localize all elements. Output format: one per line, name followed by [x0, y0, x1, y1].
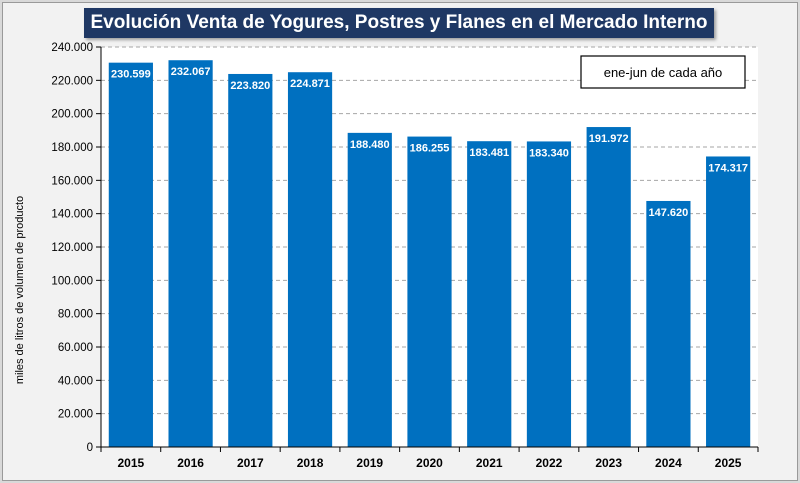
bar-value-label: 223.820: [230, 80, 270, 92]
y-axis-label: miles de litros de volumen de producto: [14, 195, 26, 385]
bar-2023: [586, 127, 631, 448]
y-tick-label: 180.000: [51, 142, 93, 154]
bar-2015: [108, 62, 153, 447]
x-tick-label: 2017: [237, 456, 264, 470]
x-tick-label: 2016: [177, 456, 204, 470]
y-tick-label: 60.000: [58, 342, 93, 354]
y-tick-label: 160.000: [51, 175, 93, 187]
bar-value-label: 188.480: [350, 139, 390, 151]
bar-2017: [228, 73, 273, 447]
y-tick-label: 40.000: [58, 375, 93, 387]
y-tick-label: 240.000: [51, 42, 93, 54]
bar-2019: [347, 132, 392, 447]
bar-2020: [407, 136, 452, 447]
x-tick-label: 2021: [476, 456, 503, 470]
x-tick-label: 2025: [715, 456, 742, 470]
x-tick-label: 2019: [356, 456, 383, 470]
bar-value-label: 230.599: [111, 69, 151, 81]
y-tick-label: 100.000: [51, 275, 93, 287]
bar-value-label: 183.340: [529, 147, 569, 159]
bar-2016: [168, 60, 213, 447]
x-tick-label: 2020: [416, 456, 443, 470]
x-tick-label: 2018: [297, 456, 324, 470]
bars: 230.599 232.067 223.820 224.871 188.480 186.2…: [108, 60, 751, 448]
bar-2025: [706, 156, 751, 447]
bar-value-label: 186.255: [410, 143, 450, 155]
y-tick-label: 140.000: [51, 209, 93, 221]
bar-value-label: 232.067: [171, 66, 211, 78]
x-tick-label: 2023: [595, 456, 622, 470]
bar-2021: [467, 141, 512, 447]
chart-title: Evolución Venta de Yogures, Postres y Fl…: [84, 8, 714, 38]
bar-2024: [646, 200, 691, 447]
x-tick-label: 2015: [118, 456, 145, 470]
annotation-text: ene-jun de cada año: [604, 65, 723, 80]
bar-value-label: 174.317: [708, 162, 748, 174]
y-tick-label: 120.000: [51, 242, 93, 254]
y-tick-label: 220.000: [51, 75, 93, 87]
bar-2022: [526, 141, 572, 447]
y-tick-label: 200.000: [51, 109, 93, 121]
x-tick-label: 2024: [655, 456, 682, 470]
axes: 0 20.000 40.000 60.000 80.000 100.000 120.000 1…: [51, 42, 759, 470]
y-tick-label: 80.000: [58, 309, 93, 321]
bar-value-label: 224.871: [290, 78, 330, 90]
annotation-box: ene-jun de cada año: [580, 55, 746, 89]
annotation-box-frame: [580, 55, 746, 89]
bar-value-label: 191.972: [589, 133, 629, 145]
y-tick-label: 0: [87, 442, 93, 454]
bar-value-label: 183.481: [469, 147, 509, 159]
bar-value-label: 147.620: [649, 207, 689, 219]
y-tick-label: 20.000: [58, 409, 93, 421]
bar-2018: [287, 72, 333, 447]
x-tick-label: 2022: [536, 456, 563, 470]
